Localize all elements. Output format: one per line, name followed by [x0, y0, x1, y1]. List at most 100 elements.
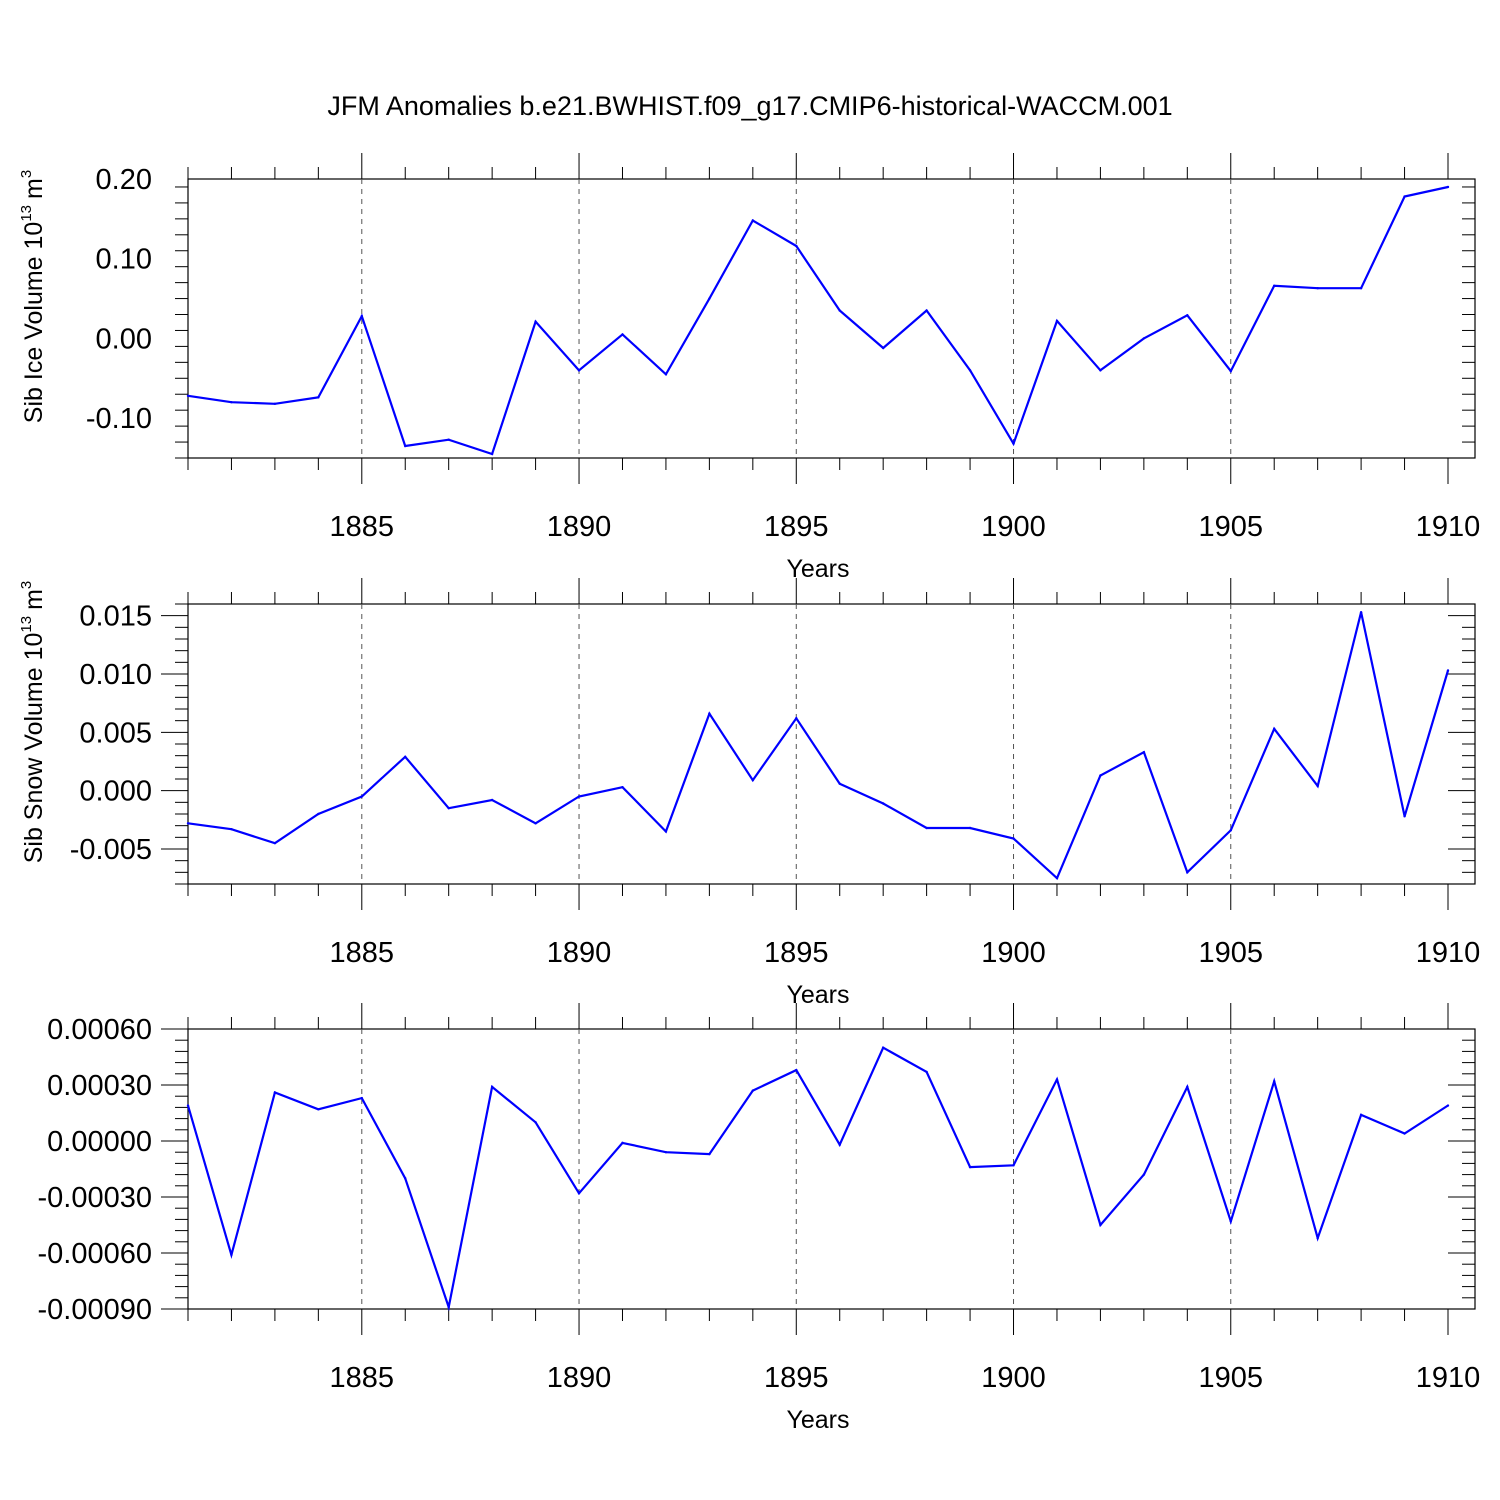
- data-point: [1446, 669, 1450, 672]
- data-point: [1186, 871, 1189, 874]
- panel-1: 1885 1890 1895 1900 1905 1910 Years 0.20 0.10 0.0…: [18, 153, 1480, 583]
- data-point: [404, 1177, 407, 1180]
- y-tick-label: 0.010: [79, 659, 152, 691]
- data-point: [1273, 1080, 1276, 1083]
- data-point: [1142, 1173, 1146, 1176]
- plot-frame: [187, 1028, 1476, 1310]
- x-tick-label: 1885: [330, 511, 395, 543]
- data-point: [360, 314, 363, 318]
- data-point: [230, 827, 233, 831]
- y-tick-label: -0.10: [86, 403, 152, 435]
- data-point: [1012, 442, 1015, 445]
- data-point: [1099, 774, 1102, 777]
- y-tick-label: 0.000: [79, 776, 152, 808]
- data-point: [708, 1152, 711, 1156]
- data-point: [795, 1068, 798, 1072]
- data-point: [1359, 1113, 1363, 1117]
- data-point: [664, 830, 668, 833]
- y-tick-label: -0.00090: [38, 1294, 153, 1326]
- data-point: [1446, 185, 1450, 189]
- x-tick-label: 1890: [547, 511, 612, 543]
- data-point: [490, 798, 494, 802]
- data-point: [577, 369, 581, 372]
- data-point: [273, 1091, 277, 1094]
- y-tick-label: -0.00030: [38, 1182, 153, 1214]
- data-point: [664, 1151, 668, 1154]
- data-point: [577, 795, 581, 798]
- data-point: [751, 1089, 755, 1092]
- data-point: [447, 438, 450, 441]
- data-point: [795, 244, 798, 248]
- x-tick-label: 1895: [764, 937, 829, 969]
- data-point: [968, 826, 972, 830]
- data-point: [1403, 815, 1406, 818]
- data-point: [534, 1121, 537, 1124]
- data-point: [621, 785, 624, 789]
- data-point: [490, 1085, 494, 1089]
- chart-panels: 1885 1890 1895 1900 1905 1910 Years 0.20 0.10 0.0…: [18, 153, 1480, 1434]
- data-point: [838, 1143, 841, 1146]
- data-point: [968, 369, 972, 372]
- data-point: [664, 373, 668, 376]
- y-axis-label-superscript: 13: [18, 616, 35, 633]
- y-tick-label: 0.00000: [47, 1126, 152, 1158]
- data-point: [1012, 837, 1015, 840]
- y-tick-label: 0.00030: [47, 1070, 152, 1102]
- data-point: [1229, 369, 1232, 373]
- x-tick-label: 1895: [764, 1362, 829, 1394]
- y-tick-label: 0.20: [96, 164, 152, 196]
- data-point: [404, 444, 407, 448]
- x-tick-label: 1900: [981, 511, 1046, 543]
- x-tick-label: 1890: [547, 1362, 612, 1394]
- data-point: [1055, 319, 1059, 323]
- y-axis-label-text: Sib Snow Volume 10: [20, 633, 48, 864]
- data-point: [1403, 195, 1406, 198]
- x-tick-label: 1885: [330, 937, 395, 969]
- data-point: [230, 1253, 233, 1257]
- data-point: [1012, 1164, 1015, 1167]
- y-axis-label-text: Sib Ice Volume 10: [20, 222, 48, 424]
- y-tick-label: -0.00060: [38, 1238, 153, 1270]
- data-point: [534, 822, 537, 825]
- data-point: [186, 822, 190, 825]
- data-point: [317, 812, 320, 816]
- data-point: [751, 219, 755, 222]
- y-axis-label-superscript: 3: [18, 581, 35, 589]
- data-point: [534, 320, 537, 323]
- plot-frame: [187, 178, 1476, 459]
- data-point: [708, 712, 711, 715]
- data-point: [795, 717, 798, 720]
- data-point: [1229, 829, 1232, 832]
- x-tick-label: 1895: [764, 511, 829, 543]
- data-point: [1446, 1104, 1450, 1107]
- data-point: [708, 297, 711, 300]
- y-tick-label: 0.015: [79, 601, 152, 633]
- data-point: [621, 333, 624, 336]
- y-axis-label-text: m: [20, 178, 48, 199]
- data-point: [404, 755, 407, 759]
- data-point: [1403, 1132, 1406, 1135]
- y-tick-label: 0.005: [79, 717, 152, 749]
- data-point: [751, 778, 755, 782]
- y-axis-label-superscript: 3: [18, 170, 35, 178]
- data-point: [881, 346, 885, 350]
- data-point: [1099, 369, 1102, 372]
- data-point: [1142, 750, 1146, 754]
- x-axis-label: Years: [786, 1406, 849, 1434]
- panel-3: 1885 1890 1895 1900 1905 1910 Years 0.00060 0.00…: [38, 1003, 1481, 1434]
- x-tick-label: 1905: [1199, 937, 1264, 969]
- data-point: [317, 396, 320, 399]
- data-point: [360, 795, 363, 798]
- y-tick-label: 0.00: [96, 323, 152, 355]
- x-tick-label: 1910: [1416, 1362, 1481, 1394]
- data-point: [1359, 287, 1363, 290]
- x-tick-label: 1910: [1416, 511, 1481, 543]
- series-line: [187, 611, 1450, 881]
- data-point: [1316, 784, 1319, 788]
- data-point: [1316, 1236, 1319, 1240]
- y-tick-label: 0.10: [96, 244, 152, 276]
- series-line: [187, 185, 1449, 456]
- data-point: [273, 402, 277, 405]
- data-point: [360, 1096, 363, 1100]
- data-point: [1055, 1078, 1059, 1081]
